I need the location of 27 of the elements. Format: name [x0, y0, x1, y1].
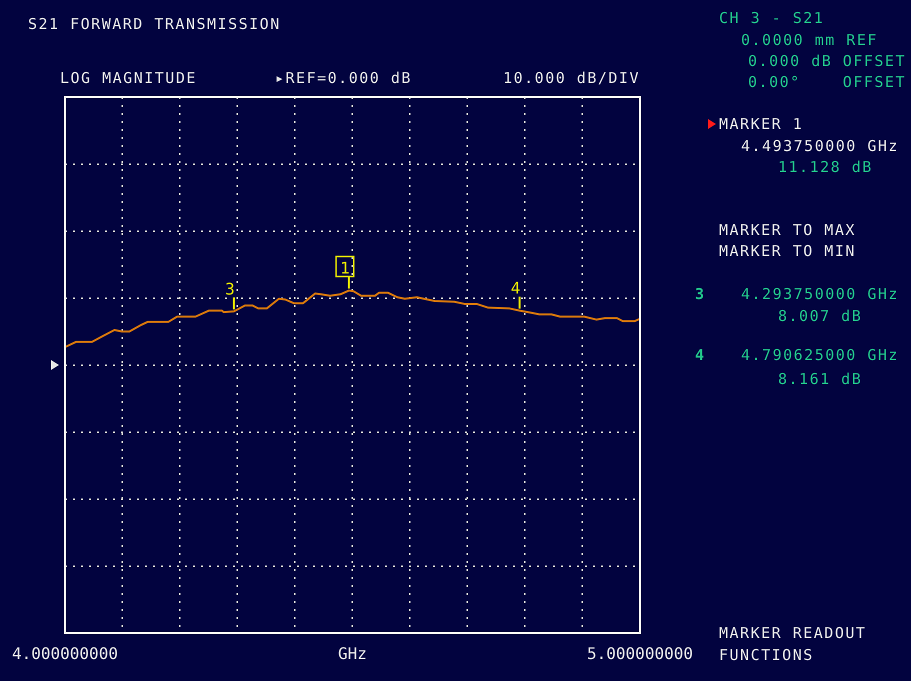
text: CH 3 - S21 [719, 8, 824, 28]
x-tick-label: 5.000000000 [587, 644, 693, 663]
text: 10.000 dB/DIV [503, 68, 640, 88]
text: MARKER TO MIN [719, 241, 856, 261]
text: MARKER 1 [719, 114, 804, 134]
text: FUNCTIONS [719, 645, 814, 665]
text: MARKER TO MAX [719, 220, 856, 240]
text: LOG MAGNITUDE [60, 68, 197, 88]
chart-title: S21 FORWARD TRANSMISSION [28, 14, 281, 34]
text: 0.00° OFFSET [748, 72, 906, 92]
text: 8.161 dB [778, 369, 862, 389]
text: 4.493750000 GHz [741, 136, 899, 156]
text: 4.293750000 GHz [741, 284, 899, 304]
text: MARKER READOUT [719, 623, 866, 643]
annotation: 3 [225, 279, 235, 298]
text: 4 [695, 345, 706, 365]
annotation: 4 [510, 278, 520, 298]
text: 0.000 dB OFFSET [748, 51, 906, 71]
text: 0.0000 mm REF [741, 30, 878, 50]
x-axis-title: GHz [338, 644, 367, 664]
text: 11.128 dB [778, 157, 873, 177]
text: ▸REF=0.000 dB [275, 68, 412, 88]
text: 4.790625000 GHz [741, 345, 899, 365]
x-tick-label: 4.000000000 [12, 644, 118, 663]
text: 3 [695, 284, 706, 304]
annotation: 1 [340, 258, 350, 278]
text: 8.007 dB [778, 306, 862, 326]
